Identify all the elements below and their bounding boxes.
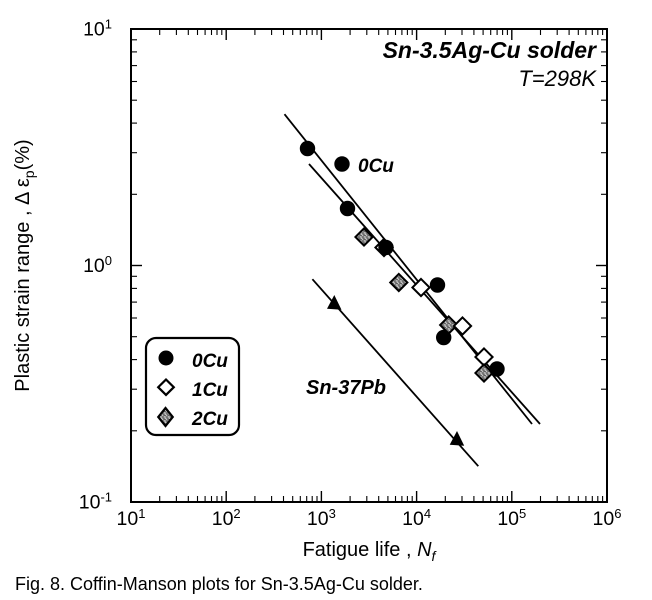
svg-text:0Cu: 0Cu bbox=[358, 156, 394, 177]
svg-text:T=298K: T=298K bbox=[518, 66, 597, 91]
svg-text:10-1: 10-1 bbox=[79, 490, 112, 514]
svg-text:100: 100 bbox=[83, 253, 112, 277]
svg-text:101: 101 bbox=[117, 506, 146, 530]
svg-text:102: 102 bbox=[212, 506, 241, 530]
svg-text:Fig. 8. Coffin-Manson plots fo: Fig. 8. Coffin-Manson plots for Sn-3.5Ag… bbox=[15, 574, 423, 594]
svg-text:Sn-37Pb: Sn-37Pb bbox=[306, 377, 386, 399]
svg-text:106: 106 bbox=[593, 506, 622, 530]
svg-text:101: 101 bbox=[83, 17, 112, 41]
svg-text:105: 105 bbox=[497, 506, 526, 530]
svg-text:Fatigue life , Nf: Fatigue life , Nf bbox=[303, 539, 438, 564]
svg-text:Plastic strain range , Δ εp(%): Plastic strain range , Δ εp(%) bbox=[12, 139, 37, 391]
svg-text:104: 104 bbox=[402, 506, 431, 530]
svg-text:Sn-3.5Ag-Cu solder: Sn-3.5Ag-Cu solder bbox=[383, 37, 597, 63]
svg-text:103: 103 bbox=[307, 506, 336, 530]
